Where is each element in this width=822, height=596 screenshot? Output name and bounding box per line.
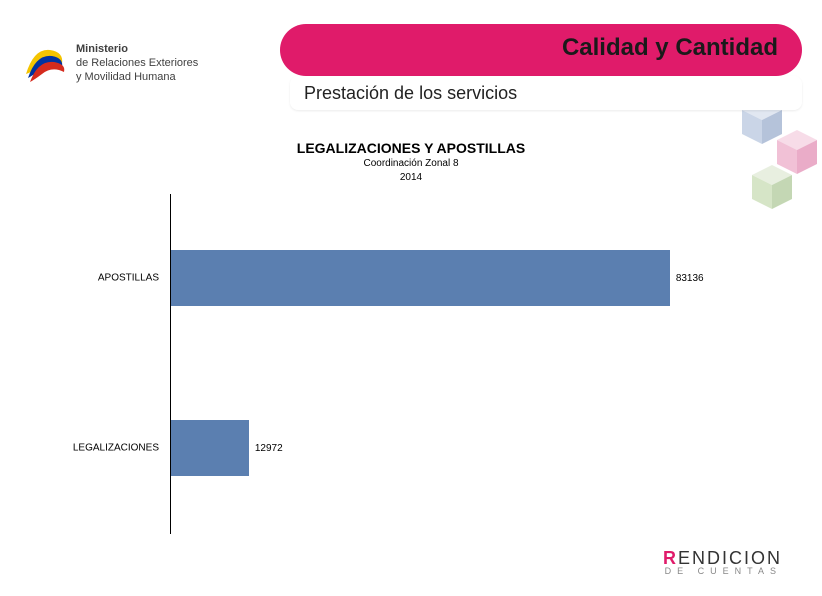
chart-subtitle-2: 2014 [0,172,822,184]
subheader-bar: Prestación de los servicios [290,76,802,110]
logo-line1: Ministerio [76,43,198,57]
footer-line2: DE CUENTAS [663,567,782,576]
bar-row: APOSTILLAS83136 [171,250,704,306]
bar-value-label: 83136 [676,273,704,284]
ministry-logo-text: Ministerio de Relaciones Exteriores y Mo… [76,43,198,84]
rendicion-logo: RENDICION DE CUENTAS [663,549,782,576]
chart-subtitle-1: Coordinación Zonal 8 [0,158,822,170]
flag-icon [20,40,68,88]
footer-rest: ENDICION [678,548,782,568]
bar-category-label: LEGALIZACIONES [73,443,159,454]
logo-line3: y Movilidad Humana [76,71,198,85]
chart-title: LEGALIZACIONES Y APOSTILLAS [0,140,822,156]
bar-category-label: APOSTILLAS [98,273,159,284]
bar-row: LEGALIZACIONES12972 [171,420,283,476]
bar-value-label: 12972 [255,443,283,454]
chart: LEGALIZACIONES Y APOSTILLAS Coordinación… [0,140,822,534]
footer-accent: R [663,548,678,568]
subheader-text: Prestación de los servicios [304,83,517,104]
y-axis [170,194,171,534]
bar [171,250,670,306]
title-banner: Calidad y Cantidad [280,24,802,76]
header: Ministerio de Relaciones Exteriores y Mo… [0,0,822,108]
footer-line1: RENDICION [663,549,782,567]
page-title: Calidad y Cantidad [562,34,778,62]
ministry-logo: Ministerio de Relaciones Exteriores y Mo… [20,40,198,88]
logo-line2: de Relaciones Exteriores [76,57,198,71]
bar [171,420,249,476]
chart-plot: APOSTILLAS83136 LEGALIZACIONES12972 [170,194,770,534]
